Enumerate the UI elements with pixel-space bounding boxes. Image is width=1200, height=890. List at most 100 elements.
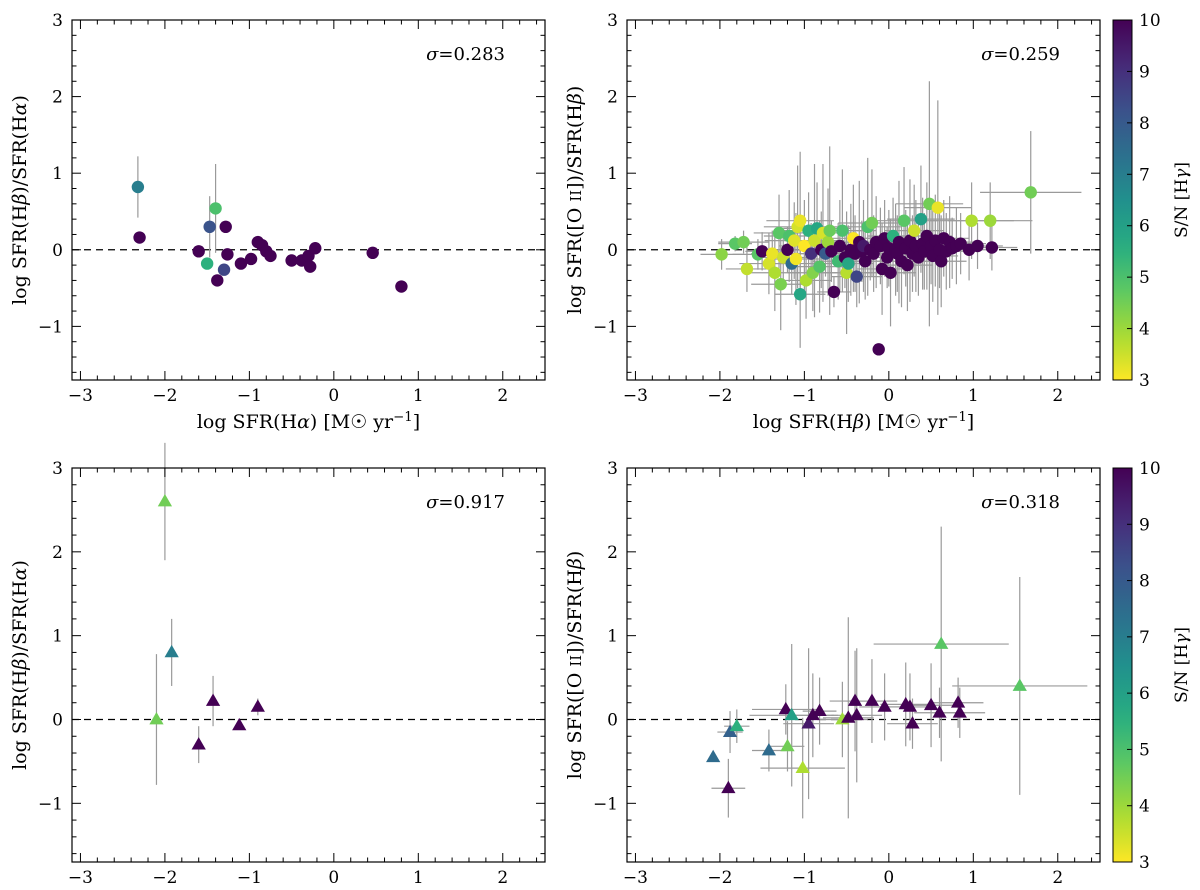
x-tick-label: −1 xyxy=(237,386,262,406)
data-point xyxy=(793,214,807,227)
data-point xyxy=(774,278,787,291)
y-axis-label: log SFR(Hβ)/SFR(Hα) xyxy=(9,95,31,305)
data-point xyxy=(840,266,853,279)
data-point xyxy=(965,214,978,227)
data-point xyxy=(934,636,949,649)
data-point xyxy=(907,224,921,237)
data-point xyxy=(721,780,736,794)
data-point xyxy=(778,701,793,715)
data-point xyxy=(200,257,214,270)
axis-ticks xyxy=(627,19,1100,380)
data-point xyxy=(264,249,277,263)
colorbar-tick-label: 6 xyxy=(1139,684,1150,704)
data-point xyxy=(740,262,754,276)
data-point xyxy=(395,280,408,293)
axis-ticks xyxy=(72,19,545,380)
colorbar-tick-label: 6 xyxy=(1139,217,1150,237)
data-points xyxy=(706,636,1027,794)
data-point xyxy=(935,255,948,268)
data-point xyxy=(217,263,231,276)
x-tick-label: 1 xyxy=(413,868,424,888)
x-tick-label: −1 xyxy=(792,868,817,888)
plot-frame xyxy=(71,467,546,863)
x-axis-label: log SFR(Hα) [M☉ yr−1] xyxy=(197,410,420,434)
y-tick-label: −1 xyxy=(593,317,618,337)
data-point xyxy=(192,245,205,258)
y-axis-label: log SFR([O II])/SFR(Hβ) xyxy=(564,551,586,780)
data-point xyxy=(850,270,863,283)
data-point xyxy=(209,202,222,215)
sigma-annotation: σ=0.318 xyxy=(981,492,1060,513)
x-tick-label: −2 xyxy=(152,386,177,406)
data-point xyxy=(905,716,920,729)
colorbar-tick-label: 10 xyxy=(1139,459,1161,479)
data-point xyxy=(793,288,807,301)
x-tick-label: 1 xyxy=(413,386,424,406)
data-point xyxy=(219,220,232,234)
colorbar-tick-label: 5 xyxy=(1139,740,1150,760)
data-point xyxy=(836,224,849,237)
data-point xyxy=(897,214,911,227)
data-point xyxy=(772,226,786,240)
data-point xyxy=(983,214,997,227)
data-point xyxy=(205,693,221,706)
colorbar-tick-label: 8 xyxy=(1139,114,1150,134)
data-points xyxy=(131,180,408,293)
data-point xyxy=(823,224,836,237)
x-tick-label: −1 xyxy=(237,868,262,888)
panel-top-right: −3 −2 −1 0 1 2 −1 0 1 2 3 log SFR(Hβ) [M☉ yr−1] log … xyxy=(564,11,1192,433)
colorbar-tick-label: 3 xyxy=(1139,371,1150,391)
data-point xyxy=(755,245,769,258)
sigma-annotation: σ=0.259 xyxy=(981,44,1060,65)
data-point xyxy=(985,241,999,254)
data-point xyxy=(706,749,721,763)
y-tick-label: 1 xyxy=(52,627,63,647)
colorbar-label: S/N [Hγ] xyxy=(1172,162,1192,238)
plot-frame xyxy=(71,19,546,381)
data-point xyxy=(303,260,317,273)
data-point xyxy=(795,760,810,773)
data-point xyxy=(766,247,779,260)
colorbar-tick-label: 7 xyxy=(1139,165,1150,185)
y-tick-label: 2 xyxy=(52,543,63,563)
data-point xyxy=(157,494,173,507)
colorbar-tick-label: 9 xyxy=(1139,62,1150,82)
data-point xyxy=(761,743,777,756)
y-tick-label: 0 xyxy=(607,241,618,261)
y-tick-label: −1 xyxy=(38,794,63,814)
colorbar-label: S/N [Hγ] xyxy=(1172,627,1192,703)
data-point xyxy=(902,699,918,712)
data-point xyxy=(232,717,247,731)
data-point xyxy=(812,703,827,716)
error-bars xyxy=(700,81,1082,348)
data-points xyxy=(149,494,265,750)
data-point xyxy=(149,711,164,725)
data-point xyxy=(309,242,322,255)
data-points xyxy=(715,186,1037,356)
data-point xyxy=(808,234,821,247)
x-axis-label: log SFR(Hβ) [M☉ yr−1] xyxy=(753,410,974,434)
y-tick-label: 2 xyxy=(607,543,618,563)
axis-ticks xyxy=(627,467,1100,862)
data-point xyxy=(847,693,863,706)
axis-ticks xyxy=(72,467,545,862)
data-point xyxy=(191,737,206,750)
data-point xyxy=(164,644,179,658)
y-axis-label: log SFR(Hβ)/SFR(Hα) xyxy=(9,560,31,770)
data-point xyxy=(804,247,818,260)
colorbar: 3 4 5 6 7 8 9 10 S/N [Hγ] xyxy=(1112,459,1192,873)
y-tick-label: 1 xyxy=(52,164,63,184)
data-point xyxy=(813,260,826,273)
y-tick-label: 3 xyxy=(607,459,618,479)
y-tick-label: 3 xyxy=(52,459,63,479)
y-tick-label: 2 xyxy=(52,88,63,108)
y-tick-label: 0 xyxy=(52,241,63,261)
x-tick-label: 2 xyxy=(1052,386,1063,406)
y-tick-label: 3 xyxy=(607,11,618,31)
data-point xyxy=(842,257,855,270)
colorbar-tick-label: 4 xyxy=(1139,320,1150,340)
x-tick-label: −3 xyxy=(623,386,648,406)
data-point xyxy=(923,697,939,711)
y-tick-label: 2 xyxy=(607,88,618,108)
